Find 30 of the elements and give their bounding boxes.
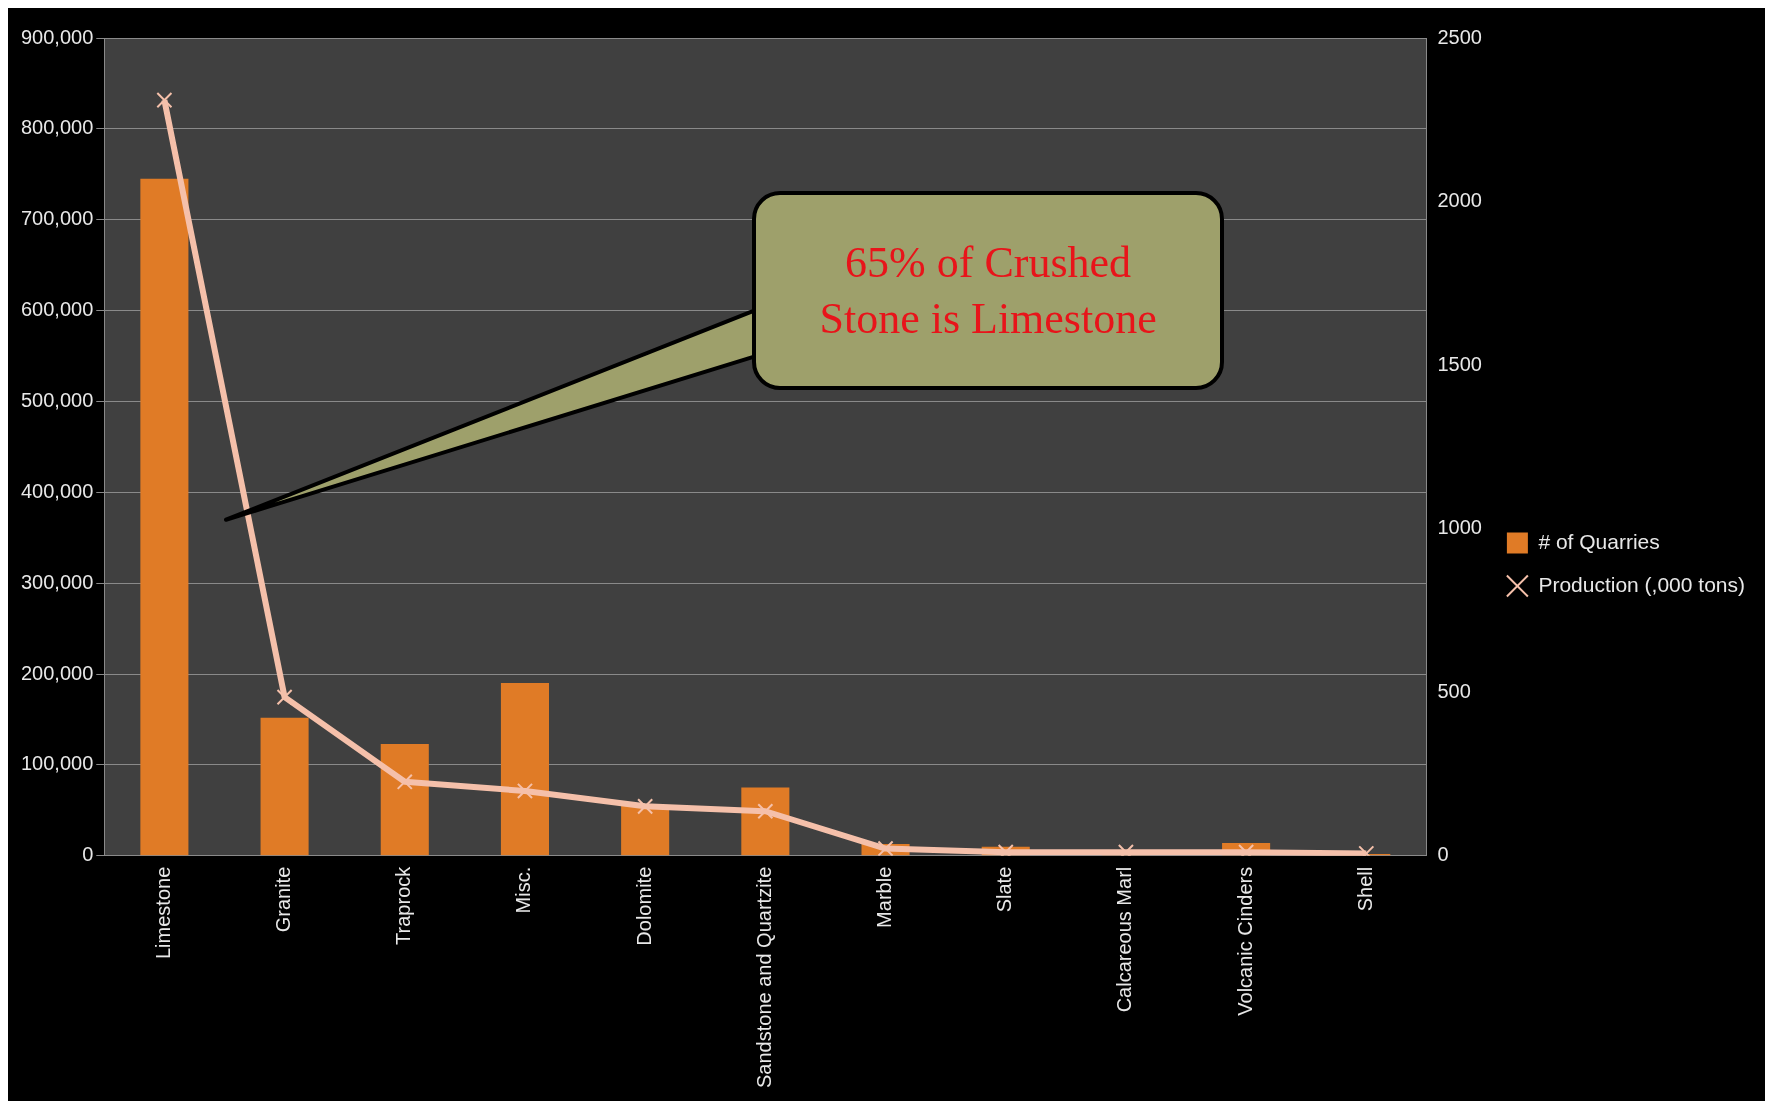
y2-tick-label: 2500 xyxy=(1437,25,1482,48)
y-tick-label: 100,000 xyxy=(21,752,94,775)
legend-label: Production (,000 tons) xyxy=(1538,572,1746,596)
y-tick-label: 700,000 xyxy=(21,207,94,230)
y-tick-label: 400,000 xyxy=(21,479,94,502)
y2-tick-label: 2000 xyxy=(1437,189,1482,212)
x-tick-label: Shell xyxy=(1353,866,1376,912)
x-tick-label: Calcareous Marl xyxy=(1113,866,1136,1013)
x-tick-label: Limestone xyxy=(151,866,174,960)
y-tick-label: 300,000 xyxy=(21,570,94,593)
y2-tick-label: 500 xyxy=(1437,679,1471,702)
x-tick-label: Granite xyxy=(272,866,295,933)
y-tick-label: 600,000 xyxy=(21,298,94,321)
y2-tick-label: 1000 xyxy=(1437,516,1482,539)
x-tick-label: Traprock xyxy=(392,865,415,945)
y-tick-label: 800,000 xyxy=(21,116,94,139)
y-tick-label: 200,000 xyxy=(21,661,94,684)
y-tick-label: 900,000 xyxy=(21,25,94,48)
x-tick-label: Sandstone and Quartzite xyxy=(752,866,775,1089)
x-tick-label: Marble xyxy=(873,866,896,928)
annotation: 65% of Crushed Stone is Limestone xyxy=(752,190,1225,391)
x-tick-label: Dolomite xyxy=(632,866,655,946)
y-tick-label: 0 xyxy=(82,843,94,866)
y-tick-label: 500,000 xyxy=(21,388,94,411)
x-tick-label: Volcanic Cinders xyxy=(1233,866,1256,1016)
legend-label: # of Quarries xyxy=(1538,529,1660,553)
y2-tick-label: 0 xyxy=(1437,843,1449,866)
x-tick-label: Misc. xyxy=(512,866,535,914)
x-tick-label: Slate xyxy=(993,866,1016,913)
y2-tick-label: 1500 xyxy=(1437,352,1482,375)
